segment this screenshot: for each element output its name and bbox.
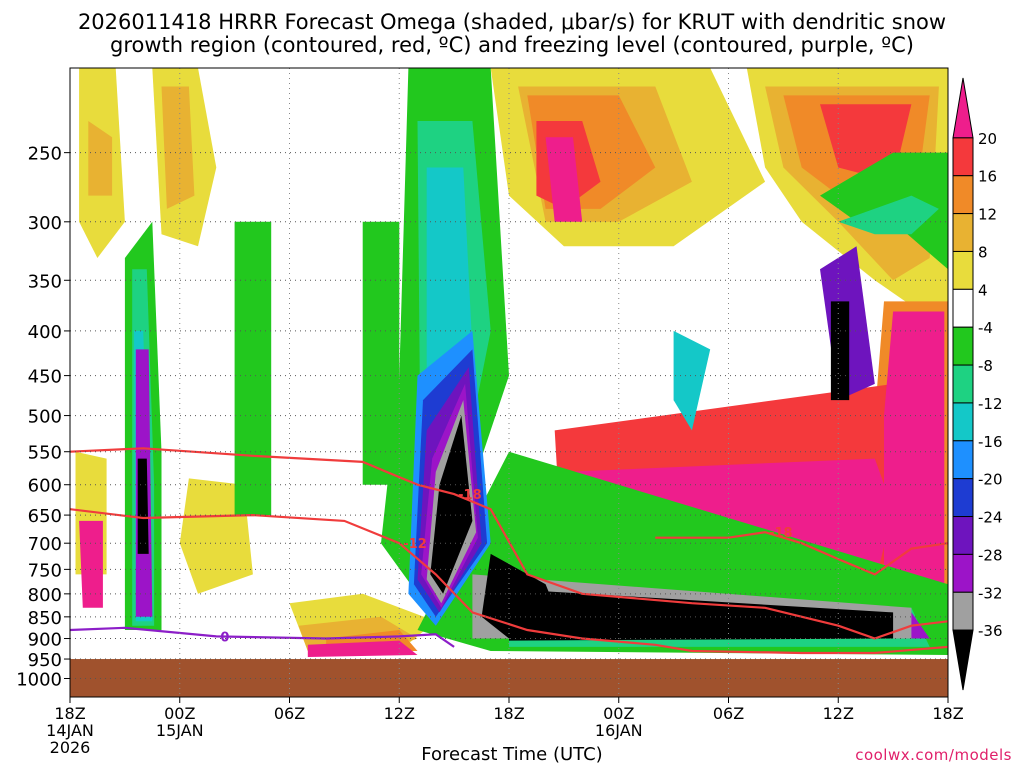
colorbar-segment-13 xyxy=(952,591,974,631)
chart-title-line1: 2026011418 HRRR Forecast Omega (shaded, … xyxy=(77,10,947,34)
colorbar-label-4: 4 xyxy=(978,281,988,299)
x-tick-time-5: 00Z xyxy=(603,704,634,723)
omega-region-9 xyxy=(161,86,195,209)
omega-region-50 xyxy=(830,301,850,401)
colorbar-label-13: -36 xyxy=(978,622,1003,640)
y-tick-label-15: 1000 xyxy=(16,669,62,690)
contour-line-0 xyxy=(70,447,948,640)
y-tick-label-4: 450 xyxy=(28,367,62,388)
colorbar-segment-3 xyxy=(952,213,974,252)
x-tick-time-3: 12Z xyxy=(384,704,415,723)
contour-label-2: -18 xyxy=(769,526,793,541)
omega-region-21 xyxy=(79,520,103,608)
omega-region-20 xyxy=(545,137,583,222)
colorbar-segment-5 xyxy=(952,288,974,328)
x-tick-day-1: 15JAN xyxy=(156,721,204,740)
omega-region-51 xyxy=(481,553,564,639)
x-tick-time-2: 06Z xyxy=(274,704,305,723)
x-tick-time-8: 18Z xyxy=(932,704,963,723)
colorbar-label-8: -16 xyxy=(978,433,1003,451)
colorbar-segment-4 xyxy=(952,250,974,290)
colorbar-segment-6 xyxy=(952,326,974,366)
y-tick-label-2: 350 xyxy=(28,271,62,292)
y-tick-label-10: 750 xyxy=(28,560,62,581)
y-tick-label-8: 650 xyxy=(28,506,62,527)
y-tick-label-13: 900 xyxy=(28,630,62,651)
colorbar-segment-2 xyxy=(952,175,974,215)
x-tick-year-0: 2026 xyxy=(50,738,91,757)
colorbar-label-9: -20 xyxy=(978,471,1003,489)
x-tick-time-0: 18Z xyxy=(54,704,85,723)
y-tick-label-12: 850 xyxy=(28,608,62,629)
credit-text[interactable]: coolwx.com/models xyxy=(855,746,1012,764)
x-tick-time-1: 00Z xyxy=(164,704,195,723)
colorbar-label-6: -8 xyxy=(978,357,993,375)
colorbar-label-0: 20 xyxy=(978,130,997,148)
y-tick-label-0: 250 xyxy=(28,144,62,165)
y-tick-label-7: 600 xyxy=(28,476,62,497)
colorbar-label-10: -24 xyxy=(978,509,1003,527)
x-tick-day-5: 16JAN xyxy=(595,721,643,740)
omega-region-49 xyxy=(509,589,894,641)
y-tick-label-9: 700 xyxy=(28,534,62,555)
colorbar-label-12: -32 xyxy=(978,584,1003,602)
omega-shading-group: -18 -12 -18 0 xyxy=(70,68,948,697)
colorbar-label-1: 16 xyxy=(978,168,997,186)
colorbar-bottom-arrow xyxy=(952,629,974,691)
contour-line-2 xyxy=(655,531,948,576)
omega-region-48 xyxy=(137,458,149,554)
colorbar-segment-10 xyxy=(952,478,974,518)
y-tick-label-1: 300 xyxy=(28,213,62,234)
colorbar-segment-11 xyxy=(952,516,974,555)
omega-region-47 xyxy=(430,415,473,594)
x-axis-label: Forecast Time (UTC) xyxy=(421,744,603,765)
colorbar-label-7: -12 xyxy=(978,395,1003,413)
omega-region-37 xyxy=(673,330,711,431)
colorbar-segment-9 xyxy=(952,440,974,480)
omega-region-8 xyxy=(88,121,113,196)
y-tick-label-14: 950 xyxy=(28,650,62,671)
contour-line-1 xyxy=(70,508,948,655)
y-tick-label-11: 800 xyxy=(28,585,62,606)
colorbar-label-5: -4 xyxy=(978,319,993,337)
x-tick-time-6: 06Z xyxy=(713,704,744,723)
contour-label-1: -12 xyxy=(403,537,427,552)
contour-label-0: -18 xyxy=(458,488,482,503)
colorbar-label-11: -28 xyxy=(978,546,1003,564)
x-tick-day-0: 14JAN xyxy=(46,721,94,740)
colorbar-segment-8 xyxy=(952,402,974,442)
colorbar-label-3: 8 xyxy=(978,243,988,261)
colorbar-segment-7 xyxy=(952,364,974,404)
omega-region-22 xyxy=(307,640,418,657)
colorbar-label-2: 12 xyxy=(978,206,997,224)
y-tick-label-5: 500 xyxy=(28,407,62,428)
omega-region-27 xyxy=(234,221,272,516)
x-tick-time-4: 18Z xyxy=(493,704,524,723)
colorbar-segment-1 xyxy=(952,137,974,177)
omega-region-28 xyxy=(362,221,400,485)
x-tick-time-7: 12Z xyxy=(823,704,854,723)
contour-line-3 xyxy=(70,626,455,648)
omega-region-34 xyxy=(838,195,939,235)
colorbar-top-arrow xyxy=(952,77,974,139)
contour-label-3: 0 xyxy=(220,630,229,645)
chart-title-line2: growth region (contoured, red, ºC) and f… xyxy=(110,33,914,57)
y-tick-label-3: 400 xyxy=(28,322,62,343)
y-tick-label-6: 550 xyxy=(28,443,62,464)
colorbar-segment-12 xyxy=(952,553,974,593)
omega-region-24 xyxy=(884,311,945,585)
